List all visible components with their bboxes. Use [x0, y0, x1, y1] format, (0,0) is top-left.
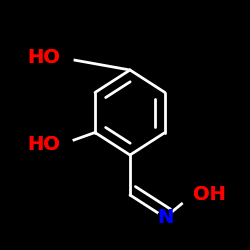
- Text: N: N: [157, 208, 173, 227]
- Text: HO: HO: [27, 136, 60, 154]
- Text: HO: HO: [27, 136, 60, 154]
- Text: N: N: [157, 208, 173, 227]
- Text: OH: OH: [192, 186, 226, 204]
- Text: HO: HO: [27, 48, 60, 67]
- Text: HO: HO: [27, 48, 60, 67]
- Text: OH: OH: [192, 186, 226, 204]
